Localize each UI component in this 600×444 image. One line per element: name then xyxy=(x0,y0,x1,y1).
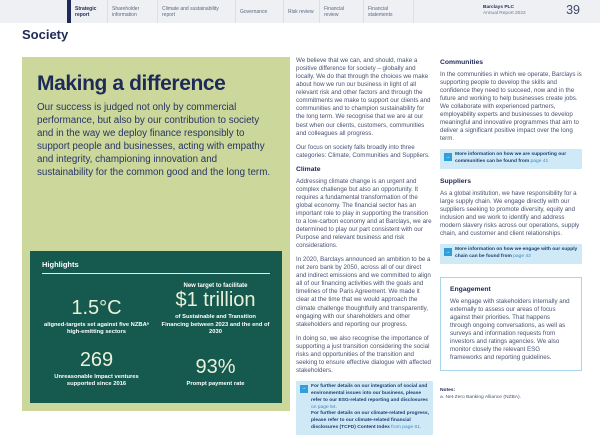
brand-name: Barclays PLC xyxy=(483,5,514,10)
tab-shareholder-information[interactable]: Shareholder information xyxy=(108,0,158,23)
notes: Notes: a. Net-Zero Banking Alliance (NZB… xyxy=(440,388,582,402)
hero-body-text: Our success is judged not only by commer… xyxy=(37,102,271,178)
brand-subtitle: Annual Report 2022 xyxy=(483,11,526,17)
stat-caption: Unreasonable Impact ventures supported s… xyxy=(54,373,139,388)
column-communities-suppliers: Communities In the communities in which … xyxy=(440,57,582,402)
reference-line: More information on how we are supportin… xyxy=(455,152,567,165)
stat-value: 93% xyxy=(195,356,236,379)
stat-pre-label: New target to facilitate xyxy=(183,283,248,289)
climate-paragraph-3: In doing so, we also recognise the impor… xyxy=(296,334,431,374)
climate-heading: Climate xyxy=(296,165,321,173)
section-title: Society xyxy=(22,27,69,42)
intro-paragraph: We believe that we can, and should, make… xyxy=(296,57,431,137)
suppliers-paragraph: As a global institution, we have respons… xyxy=(440,189,580,238)
page-reference[interactable]: on page 54. xyxy=(311,404,337,410)
page-number: 39 xyxy=(566,3,580,17)
engagement-paragraph: We engage with stakeholders internally a… xyxy=(450,297,570,362)
esg-tcfd-reference-box[interactable]: → For further details on our integration… xyxy=(296,381,433,436)
tab-label: Strategic report xyxy=(75,5,97,18)
tab-governance[interactable]: Governance xyxy=(236,0,284,23)
climate-paragraph-1: Addressing climate change is an urgent a… xyxy=(296,177,432,250)
stat-value: $1 trillion xyxy=(175,289,256,311)
report-brand: Barclays PLC Annual Report 2022 xyxy=(483,5,526,17)
tab-label: Financial statements xyxy=(368,5,393,18)
tab-strategic-report[interactable]: Strategic report xyxy=(67,0,108,23)
reference-text: For further details on our integration o… xyxy=(311,384,429,432)
cross-reference-icon: → xyxy=(444,248,452,257)
cross-reference-icon: → xyxy=(444,153,452,162)
suppliers-reference-box[interactable]: → More information on how we engage with… xyxy=(440,244,582,265)
communities-heading: Communities xyxy=(440,59,484,66)
hero-panel: Making a difference Our success is judge… xyxy=(22,57,290,411)
tab-climate-sustainability-report[interactable]: Climate and sustainability report xyxy=(158,0,236,23)
reference-text: More information on how we are supportin… xyxy=(455,152,578,166)
climate-paragraph-2: In 2020, Barclays announced an ambition … xyxy=(296,256,431,328)
focus-paragraph: Our focus on society falls broadly into … xyxy=(296,143,430,159)
stat-unreasonable-impact: 269 Unreasonable Impact ventures support… xyxy=(42,348,151,389)
stat-caption: Prompt payment rate xyxy=(186,381,245,388)
tab-label: Risk review xyxy=(288,8,314,15)
tab-label: Shareholder information xyxy=(112,5,140,18)
report-section-tabs: Strategic report Shareholder information… xyxy=(67,0,414,23)
column-climate: We believe that we can, and should, make… xyxy=(296,57,433,444)
tab-label: Financial review xyxy=(324,5,345,18)
reference-line: For further details on our integration o… xyxy=(311,384,428,403)
tab-label: Climate and sustainability report xyxy=(162,5,219,18)
suppliers-heading: Suppliers xyxy=(440,178,471,186)
highlights-panel: Highlights 1.5°C aligned-targets set aga… xyxy=(30,251,282,403)
engagement-box: Engagement We engage with stakeholders i… xyxy=(440,277,582,372)
communities-reference-box[interactable]: → More information on how we are support… xyxy=(440,149,582,170)
stat-prompt-payment: 93% Prompt payment rate xyxy=(161,350,270,389)
cross-reference-icon: → xyxy=(300,385,308,394)
hero-title: Making a difference xyxy=(37,72,226,95)
page-reference[interactable]: from page 61. xyxy=(391,425,422,431)
tab-financial-review[interactable]: Financial review xyxy=(320,0,364,23)
communities-paragraph: In the communities in which we operate, … xyxy=(440,70,582,143)
notes-label: Notes: xyxy=(440,388,456,394)
reference-text: More information on how we engage with o… xyxy=(455,247,578,261)
top-navigation-bar: Strategic report Shareholder information… xyxy=(0,0,600,23)
page-reference[interactable]: page 41 xyxy=(530,159,549,165)
stat-caption: of Sustainable and Transition Financing … xyxy=(161,314,270,336)
reference-line: More information on how we engage with o… xyxy=(455,247,578,260)
highlights-grid: 1.5°C aligned-targets set against five N… xyxy=(42,283,270,389)
tab-financial-statements[interactable]: Financial statements xyxy=(364,0,414,23)
stat-value: 269 xyxy=(79,348,114,371)
highlights-title: Highlights xyxy=(42,260,270,274)
stat-nzba-targets: 1.5°C aligned-targets set against five N… xyxy=(42,283,151,337)
engagement-heading: Engagement xyxy=(450,286,491,294)
stat-caption: aligned-targets set against five NZBAᵃ h… xyxy=(44,321,149,336)
page-reference[interactable]: page 43 xyxy=(513,254,531,260)
tab-label: Governance xyxy=(240,8,268,15)
stat-value: 1.5°C xyxy=(71,296,122,319)
tab-risk-review[interactable]: Risk review xyxy=(284,0,320,23)
note-item: a. Net-Zero Banking Alliance (NZBA). xyxy=(440,395,521,401)
stat-sustainable-financing: New target to facilitate $1 trillion of … xyxy=(161,283,270,337)
